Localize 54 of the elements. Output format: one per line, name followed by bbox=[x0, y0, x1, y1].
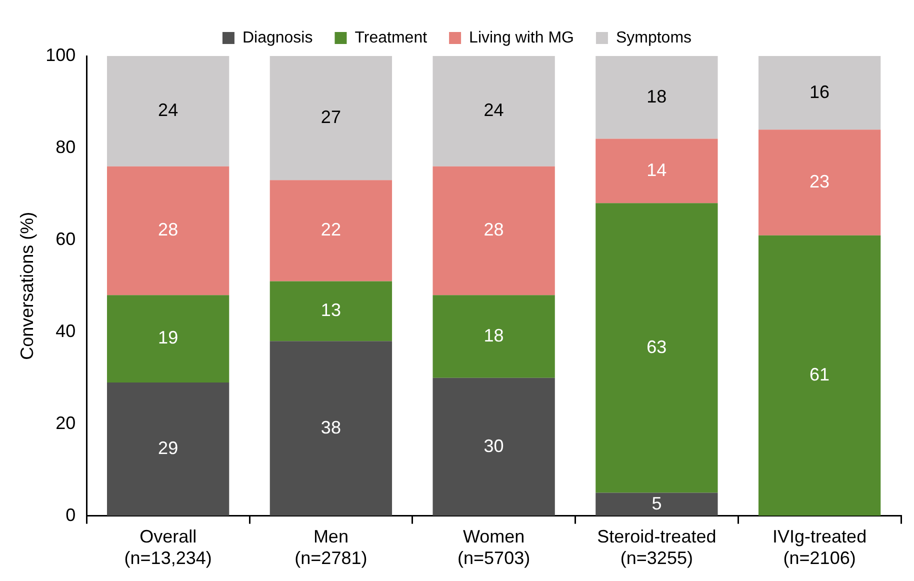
data-label: 16 bbox=[810, 82, 830, 102]
legend-label: Symptoms bbox=[616, 29, 692, 46]
y-tick-label: 20 bbox=[56, 412, 76, 433]
y-tick-label: 80 bbox=[56, 136, 76, 157]
legend-label: Treatment bbox=[354, 29, 428, 46]
data-label: 63 bbox=[646, 336, 667, 357]
data-label: 5 bbox=[652, 493, 662, 514]
data-label: 24 bbox=[484, 100, 504, 120]
bar bbox=[270, 56, 392, 180]
bar bbox=[106, 166, 230, 296]
bar bbox=[270, 281, 392, 342]
x-tick-label: IVIg-treated (n=2106) bbox=[772, 526, 867, 568]
bar bbox=[596, 492, 718, 516]
bar bbox=[270, 180, 392, 282]
bar bbox=[106, 56, 230, 166]
bar bbox=[758, 56, 881, 130]
bar bbox=[596, 203, 718, 493]
data-label: 19 bbox=[158, 328, 178, 348]
x-tick-label: Steroid-treated (n=3255) bbox=[597, 526, 716, 568]
y-tick-label: 60 bbox=[56, 228, 76, 249]
legend-label: Living with MG bbox=[469, 29, 574, 46]
data-label: 30 bbox=[484, 436, 504, 456]
data-label: 27 bbox=[320, 107, 341, 128]
data-label: 14 bbox=[646, 160, 667, 180]
data-label: 28 bbox=[158, 220, 178, 240]
data-label: 24 bbox=[158, 100, 178, 120]
data-label: 29 bbox=[158, 438, 178, 458]
bar bbox=[596, 138, 718, 204]
data-label: 18 bbox=[484, 325, 504, 346]
x-tick-label: Men (n=2781) bbox=[294, 526, 368, 568]
bar bbox=[432, 166, 555, 296]
data-label: 28 bbox=[484, 220, 504, 240]
legend-label: Diagnosis bbox=[242, 29, 313, 46]
data-label: 38 bbox=[320, 417, 341, 438]
bar bbox=[758, 235, 881, 516]
x-tick-label: Women (n=5703) bbox=[458, 526, 530, 568]
y-tick-label: 40 bbox=[56, 320, 76, 341]
data-label: 23 bbox=[810, 171, 830, 192]
data-label: 18 bbox=[646, 86, 667, 106]
data-label: 13 bbox=[320, 300, 341, 320]
bar bbox=[106, 295, 230, 382]
bar bbox=[432, 295, 555, 378]
data-label: 61 bbox=[810, 364, 830, 385]
y-axis-title: Conversations (%) bbox=[16, 212, 37, 360]
bar bbox=[270, 341, 392, 516]
bar bbox=[596, 56, 718, 139]
x-tick-label: Overall (n=13,234) bbox=[124, 526, 212, 568]
bar bbox=[432, 378, 555, 516]
bar bbox=[106, 382, 230, 516]
y-tick-label: 0 bbox=[66, 504, 76, 525]
bar bbox=[758, 130, 881, 236]
data-label: 22 bbox=[320, 220, 341, 240]
bar bbox=[432, 56, 555, 166]
y-tick-label: 100 bbox=[46, 44, 76, 65]
